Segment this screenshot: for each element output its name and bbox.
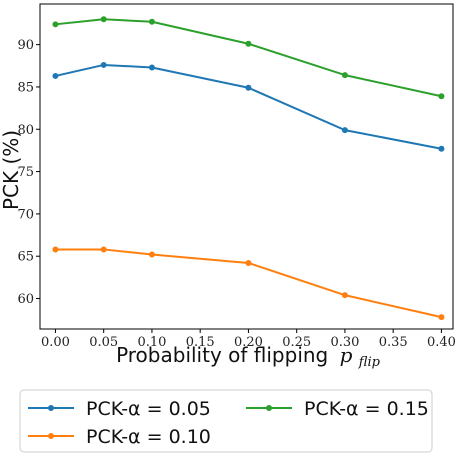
data-point (100, 246, 107, 253)
data-point (341, 127, 348, 134)
legend-marker (48, 405, 54, 411)
x-axis-symbol: p (340, 343, 353, 367)
data-point (245, 84, 252, 91)
x-axis-title: Probability of flipping p flip (116, 343, 381, 370)
y-tick-label: 80 (17, 123, 34, 138)
data-point (245, 259, 252, 266)
legend-marker (266, 405, 272, 411)
data-point (148, 251, 155, 258)
legend-box (19, 389, 433, 453)
data-point (438, 314, 445, 321)
y-tick-label: 85 (17, 80, 34, 95)
x-axis-subscript: flip (358, 355, 381, 370)
series-line-2 (55, 18, 442, 98)
data-point (100, 16, 107, 23)
series-layer (52, 16, 445, 321)
data-point (52, 21, 59, 28)
x-axis-label: Probability of flipping (116, 343, 328, 367)
data-point (245, 40, 252, 47)
y-axis-ticks: 60 65 70 75 80 85 90 (17, 38, 40, 307)
y-axis-title: PCK (%) (0, 130, 23, 210)
data-point (148, 64, 155, 71)
series-line-0 (55, 63, 442, 150)
x-tick-label: 0.40 (427, 335, 456, 350)
legend-label: PCK-α = 0.15 (304, 398, 429, 420)
legend-label: PCK-α = 0.10 (86, 426, 211, 448)
x-tick-label: 0.25 (282, 335, 311, 350)
legend-marker (48, 433, 54, 439)
y-tick-label: 65 (17, 250, 34, 265)
x-tick-label: 0.00 (41, 335, 70, 350)
y-tick-label: 75 (17, 165, 34, 180)
data-point (341, 72, 348, 79)
x-tick-label: 0.30 (330, 335, 359, 350)
x-tick-label: 0.05 (89, 335, 118, 350)
data-point (100, 61, 107, 68)
data-point (52, 72, 59, 79)
x-tick-label: 0.35 (379, 335, 408, 350)
x-axis-ticks: 0.00 0.05 0.10 0.15 0.20 0.25 0.30 0.35 0.40 (41, 329, 456, 350)
legend-label: PCK-α = 0.05 (86, 398, 211, 420)
data-point (341, 292, 348, 299)
y-tick-label: 60 (17, 292, 34, 307)
legend-items: PCK-α = 0.05 PCK-α = 0.15 PCK-α = 0.10 (28, 398, 429, 448)
legend: PCK-α = 0.05 PCK-α = 0.15 PCK-α = 0.10 (19, 389, 433, 453)
data-point (148, 18, 155, 25)
series-line-1 (55, 248, 442, 319)
x-tick-label: 0.10 (137, 335, 166, 350)
x-tick-label: 0.20 (234, 335, 263, 350)
data-point (438, 93, 445, 100)
y-tick-label: 70 (17, 207, 34, 222)
data-point (52, 246, 59, 253)
data-point (438, 145, 445, 152)
y-tick-label: 90 (17, 38, 34, 53)
x-tick-label: 0.15 (186, 335, 215, 350)
plot-area (39, 3, 454, 330)
